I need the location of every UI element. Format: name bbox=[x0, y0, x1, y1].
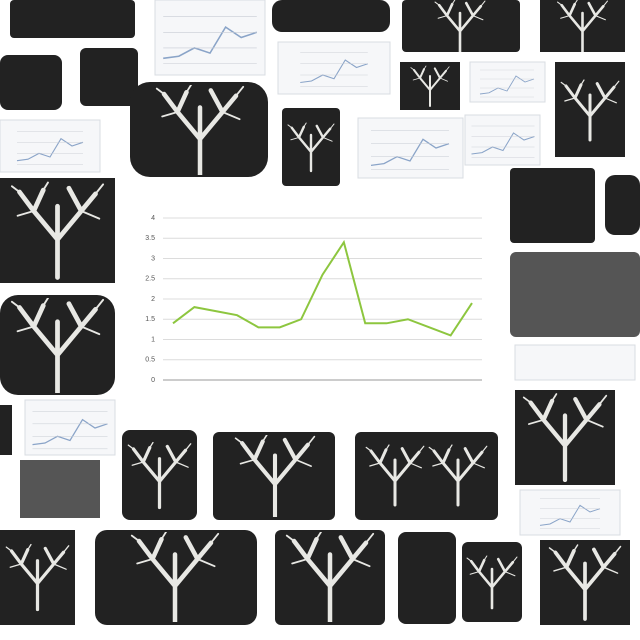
y-tick-label: 4 bbox=[151, 215, 155, 222]
y-tick-label: 1.5 bbox=[145, 316, 155, 323]
y-tick-label: 1 bbox=[151, 336, 155, 343]
y-tick-label: 3.5 bbox=[145, 235, 155, 242]
y-tick-label: 2 bbox=[151, 296, 155, 303]
y-tick-label: 3 bbox=[151, 255, 155, 262]
y-tick-label: 0.5 bbox=[145, 357, 155, 364]
background-tiles bbox=[0, 0, 640, 625]
y-tick-label: 0 bbox=[151, 377, 155, 384]
y-tick-label: 2.5 bbox=[145, 276, 155, 283]
chart-panel bbox=[125, 188, 505, 418]
data-line bbox=[172, 239, 473, 337]
